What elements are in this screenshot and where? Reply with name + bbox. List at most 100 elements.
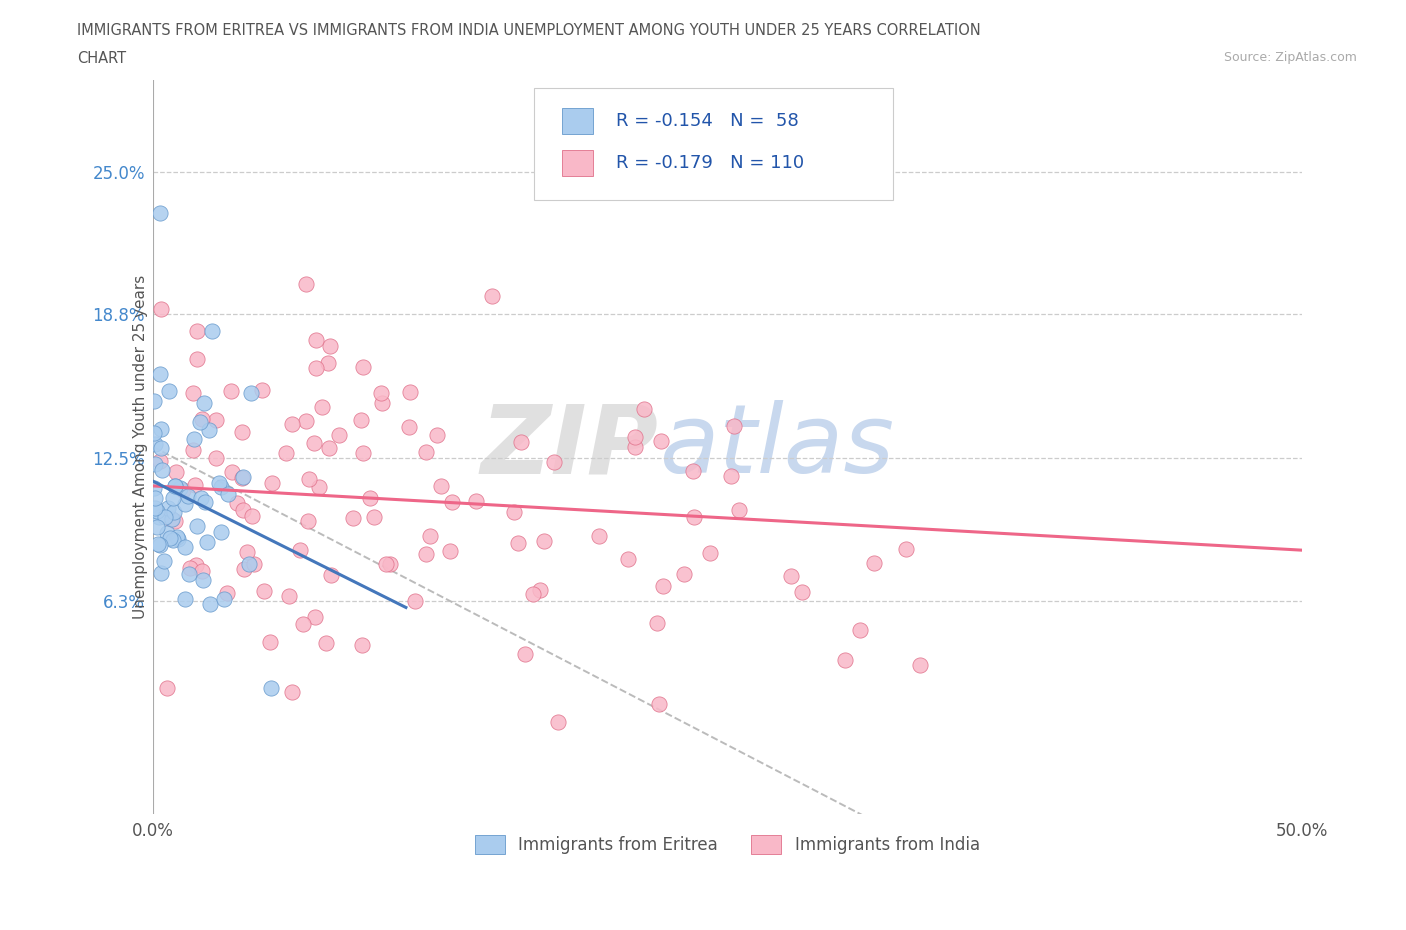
Point [418,528,440,543]
Point [149,366,172,381]
Point [318,441,340,456]
Point [149,538,172,552]
Point [174,497,197,512]
Point [481,289,503,304]
Point [371,395,394,410]
Point [243,556,266,571]
Point [295,413,318,428]
Point [404,594,426,609]
Point [231,425,253,440]
Text: Source: ZipAtlas.com: Source: ZipAtlas.com [1223,51,1357,64]
Point [233,562,256,577]
Point [515,646,537,661]
Point [166,529,188,544]
Point [208,475,231,490]
Point [259,635,281,650]
Point [645,615,668,630]
Point [278,589,301,604]
Point [146,520,169,535]
Point [727,502,749,517]
Point [143,481,166,496]
Text: R = -0.179   N = 110: R = -0.179 N = 110 [616,153,804,172]
Point [159,512,181,526]
Point [186,352,208,366]
Point [529,582,551,597]
Point [169,480,191,495]
Point [359,490,381,505]
Point [156,500,179,515]
Point [205,450,228,465]
Point [894,541,917,556]
Point [219,383,242,398]
Point [146,504,169,519]
Point [543,455,565,470]
Point [415,547,437,562]
Point [162,490,184,505]
Point [162,512,184,526]
Point [238,557,260,572]
Point [295,276,318,291]
Point [142,425,165,440]
Point [350,413,373,428]
Point [166,532,188,547]
Point [533,534,555,549]
Point [522,586,544,601]
Point [508,536,530,551]
Point [547,714,569,729]
Point [156,681,179,696]
Point [149,206,172,220]
Point [650,433,672,448]
Point [198,422,221,437]
Point [441,495,464,510]
Point [315,636,337,651]
Point [181,385,204,400]
Point [426,428,449,443]
Y-axis label: Unemployment Among Youth under 25 years: Unemployment Among Youth under 25 years [132,275,148,619]
Point [193,395,215,410]
Point [352,445,374,460]
Point [191,411,214,426]
Text: ZIP: ZIP [481,401,658,494]
Point [623,440,645,455]
Point [184,558,207,573]
Point [150,463,173,478]
Point [183,432,205,447]
Point [510,434,533,449]
Point [181,443,204,458]
Point [834,652,856,667]
Point [232,470,254,485]
Point [319,339,342,353]
Point [183,477,205,492]
Point [863,555,886,570]
Point [236,544,259,559]
Point [165,478,187,493]
Point [633,402,655,417]
Point [316,355,339,370]
Point [298,472,321,486]
Point [588,528,610,543]
Point [205,413,228,428]
Point [149,301,172,316]
Point [374,557,396,572]
Point [311,399,333,414]
Point [291,617,314,631]
Point [149,565,172,580]
Point [209,480,232,495]
Point [240,509,263,524]
Point [297,513,319,528]
Point [212,591,235,606]
Point [280,684,302,699]
Point [201,324,224,339]
Point [146,537,169,551]
Point [142,393,165,408]
Text: atlas: atlas [658,401,894,494]
Point [342,511,364,525]
Point [647,697,669,711]
Point [155,510,177,525]
Point [305,361,328,376]
Point [232,503,254,518]
Point [780,569,803,584]
Point [328,428,350,443]
Point [162,533,184,548]
Point [149,421,172,436]
